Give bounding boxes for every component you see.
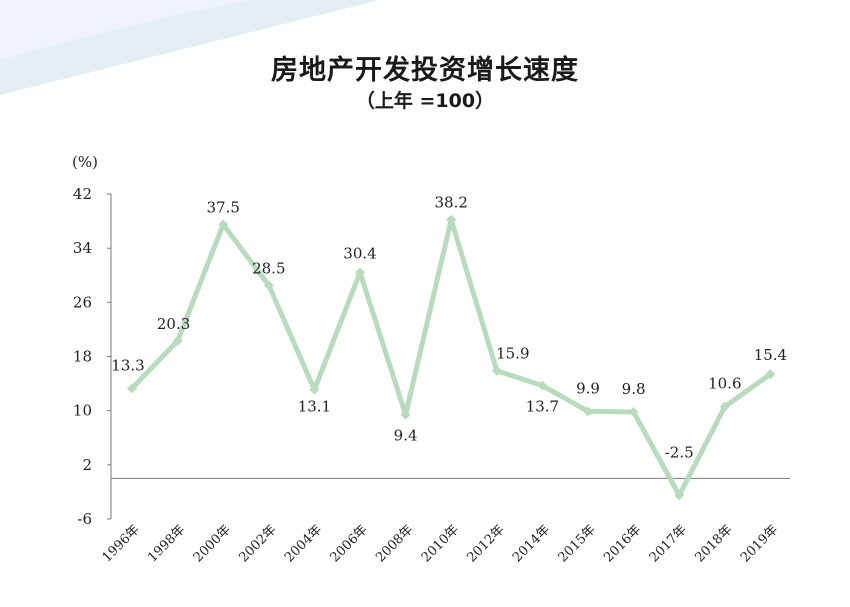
y-tick-label: -6	[77, 510, 92, 528]
data-point	[355, 267, 365, 278]
data-label: 9.4	[394, 427, 418, 445]
y-tick-label: 26	[73, 293, 92, 311]
data-point	[583, 406, 593, 417]
chart-subtitle: （上年 =100）	[355, 90, 495, 112]
x-tick-label: 2018年	[692, 522, 735, 565]
data-label: 9.9	[576, 379, 600, 397]
x-tick-label: 2008年	[373, 522, 416, 565]
x-tick-label: 2015年	[556, 522, 599, 565]
data-point	[719, 401, 730, 412]
data-point	[765, 369, 776, 380]
x-tick-label: 2002年	[236, 522, 279, 565]
data-label: 20.3	[157, 315, 190, 333]
data-point	[172, 335, 183, 346]
y-tick-label: 34	[73, 239, 92, 257]
y-tick-label: 42	[73, 185, 92, 203]
data-point	[218, 219, 229, 230]
data-label: -2.5	[665, 443, 694, 461]
data-point	[674, 490, 685, 501]
data-label: 10.6	[708, 375, 741, 393]
data-label: 15.4	[754, 346, 787, 364]
data-label: 15.9	[496, 345, 529, 363]
data-point	[309, 384, 320, 395]
x-tick-label: 2010年	[419, 522, 462, 565]
chart-title: 房地产开发投资增长速度	[271, 55, 579, 86]
data-point	[400, 409, 411, 420]
data-points	[127, 214, 776, 501]
data-label: 38.2	[434, 194, 467, 212]
data-point	[446, 214, 457, 225]
data-point	[537, 380, 548, 391]
x-tick-label: 2012年	[464, 522, 507, 565]
x-tick-label: 2006年	[328, 522, 371, 565]
x-tick-label: 2017年	[647, 522, 690, 565]
data-label: 13.7	[526, 398, 559, 416]
data-label: 13.1	[298, 398, 331, 416]
corner-decoration	[0, 0, 380, 95]
x-tick-label: 2019年	[738, 522, 781, 565]
axes	[110, 194, 790, 519]
data-label: 9.8	[622, 380, 646, 398]
data-point	[127, 383, 137, 394]
y-tick-label: 2	[82, 456, 92, 474]
y-axis-unit: (%)	[72, 153, 98, 171]
x-tick-label: 1998年	[145, 522, 188, 565]
x-tick-label: 2004年	[282, 522, 325, 565]
data-label: 13.3	[111, 356, 144, 374]
y-tick-label: 18	[73, 348, 92, 366]
data-point	[263, 280, 274, 291]
data-label: 30.4	[343, 245, 376, 263]
x-tick-label: 2016年	[601, 522, 644, 565]
data-point	[628, 407, 639, 418]
data-label: 28.5	[252, 259, 285, 277]
y-axis-ticks: 42 34 26 18 10 2 -6	[73, 185, 111, 528]
y-tick-label: 10	[73, 402, 92, 420]
data-point	[491, 365, 502, 376]
x-tick-label: 2014年	[510, 522, 553, 565]
data-label: 37.5	[206, 198, 239, 216]
data-labels: 13.3 20.3 37.5 28.5 13.1 30.4 9.4 38.2 15.9 13.7 9…	[111, 194, 787, 462]
x-axis-ticks: 1996年 1998年 2000年 2002年 2004年 2006年 2008年 2010年…	[100, 522, 782, 565]
x-tick-label: 2000年	[191, 522, 234, 565]
x-tick-label: 1996年	[100, 522, 143, 565]
